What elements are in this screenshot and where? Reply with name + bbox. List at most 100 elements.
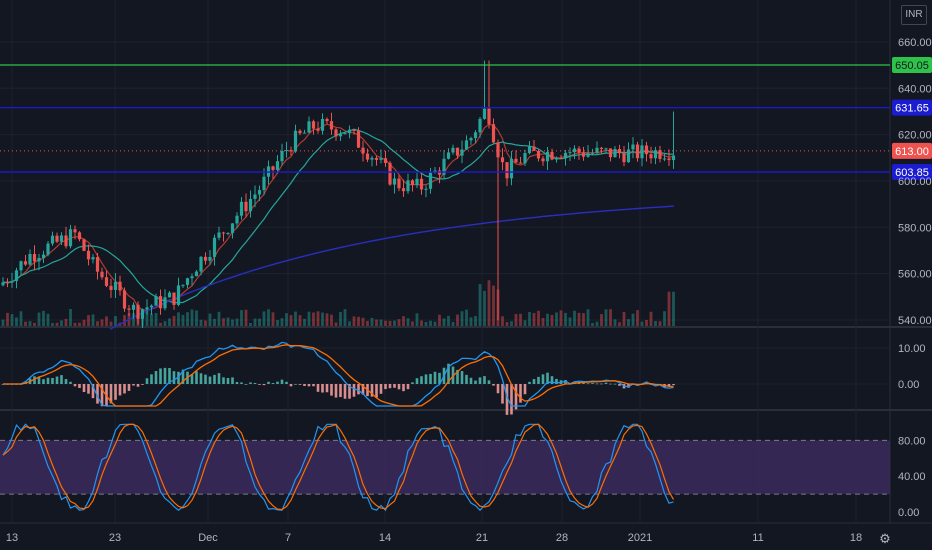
- candle-body: [410, 180, 415, 185]
- volume-bar: [546, 313, 549, 326]
- candlesticks[interactable]: [1, 60, 676, 329]
- volume-bar: [145, 310, 149, 326]
- horizontal-lines[interactable]: [0, 64, 890, 173]
- last-price-tag: [892, 142, 932, 159]
- volume-bar: [420, 320, 423, 326]
- candle-body: [100, 271, 104, 278]
- candle-body: [280, 150, 284, 162]
- candle-body: [518, 162, 523, 164]
- macd-histogram-bar: [303, 384, 306, 387]
- macd-histogram-bar: [55, 376, 59, 384]
- volume-bar: [370, 317, 374, 326]
- candle-body: [28, 254, 32, 265]
- candle-body: [307, 121, 311, 133]
- macd-histogram-bar: [195, 371, 198, 384]
- macd-histogram-bar: [564, 379, 567, 384]
- macd-histogram-bar: [276, 381, 279, 384]
- candle-body: [599, 147, 604, 149]
- candle-body: [523, 153, 527, 164]
- time-axis[interactable]: 13 23 Dec 7 14 21 28 2021 11 18: [6, 532, 862, 544]
- volume-bar: [640, 321, 644, 326]
- volume-bar: [24, 321, 27, 326]
- volume-bar: [388, 320, 392, 326]
- macd-histogram-bar: [523, 384, 527, 395]
- macd-histogram-bar: [483, 376, 486, 384]
- candle-body: [451, 147, 455, 153]
- volume-bar: [663, 311, 666, 326]
- candle-body: [212, 237, 217, 257]
- volume-bar: [267, 309, 270, 326]
- macd-histogram-bar: [280, 379, 284, 384]
- macd-histogram-bar: [528, 381, 531, 384]
- macd-histogram-bar: [645, 381, 648, 384]
- candle-body: [608, 148, 613, 158]
- price-axis[interactable]: 650.05 631.65 603.85 613.00 660.00 640.00 620.…: [892, 37, 932, 519]
- volume-bar: [424, 322, 428, 326]
- macd-pane[interactable]: [0, 341, 890, 415]
- time-tick-label: 2021: [628, 532, 652, 544]
- candle-body: [302, 132, 307, 134]
- stoch-k-line: [2, 423, 674, 512]
- candle-body: [37, 257, 41, 262]
- macd-histogram-bar: [586, 383, 590, 385]
- candle-body: [59, 235, 64, 242]
- candle-body: [388, 162, 392, 185]
- candle-body: [671, 155, 676, 161]
- volume-bar: [96, 321, 99, 326]
- candle-body: [82, 239, 86, 251]
- candle-body: [347, 129, 352, 134]
- price-tick-label: 560.00: [898, 269, 932, 281]
- stochastic-pane[interactable]: [0, 423, 890, 512]
- volume-bar: [523, 320, 527, 326]
- candle-body: [500, 157, 505, 163]
- macd-histogram-bar: [316, 384, 320, 392]
- candle-body: [118, 281, 122, 291]
- candle-body: [460, 149, 464, 156]
- macd-histogram-bar: [204, 374, 207, 384]
- macd-histogram-bar: [510, 384, 513, 415]
- candle-body: [635, 144, 640, 159]
- volume-bar: [307, 311, 311, 326]
- macd-histogram-bar: [141, 384, 144, 385]
- candle-body: [329, 121, 334, 130]
- macd-histogram-bar: [154, 371, 158, 384]
- signal-line: [3, 344, 674, 407]
- volume-bar: [334, 322, 338, 326]
- candle-body: [122, 290, 127, 309]
- candle-body: [181, 284, 185, 286]
- volume-bar: [465, 309, 468, 326]
- candle-body: [1, 282, 5, 286]
- macd-histogram-bar: [357, 384, 360, 395]
- stoch-d-line: [2, 423, 675, 511]
- macd-histogram-bar: [87, 384, 90, 394]
- volume-bar: [321, 312, 324, 326]
- volume-bar: [159, 322, 162, 326]
- volume-bars: [1, 280, 675, 326]
- macd-histogram-bar: [600, 383, 603, 385]
- macd-histogram-bar: [397, 384, 401, 390]
- volume-bar: [249, 322, 252, 326]
- macd-histogram-bar: [604, 382, 608, 384]
- macd-histogram-bar: [127, 384, 131, 391]
- macd-histogram-bar: [325, 384, 329, 393]
- candle-body: [5, 282, 10, 284]
- volume-bar: [622, 311, 626, 326]
- gear-icon[interactable]: ⚙: [879, 531, 891, 546]
- macd-histogram-bar: [501, 384, 504, 404]
- volume-bar: [55, 322, 59, 326]
- macd-histogram-bar: [285, 381, 288, 384]
- volume-bar: [312, 312, 315, 326]
- macd-histogram-bar: [136, 384, 140, 387]
- volume-bar: [19, 311, 23, 326]
- volume-bar: [595, 321, 599, 326]
- macd-histogram-bar: [190, 374, 194, 384]
- candle-body: [496, 142, 500, 158]
- candle-body: [419, 178, 424, 190]
- volume-bar: [577, 312, 581, 326]
- currency-label[interactable]: INR: [901, 5, 927, 25]
- candle-body: [298, 130, 302, 134]
- candle-body: [505, 162, 509, 179]
- volume-bar: [649, 311, 653, 326]
- volume-bar: [132, 313, 135, 326]
